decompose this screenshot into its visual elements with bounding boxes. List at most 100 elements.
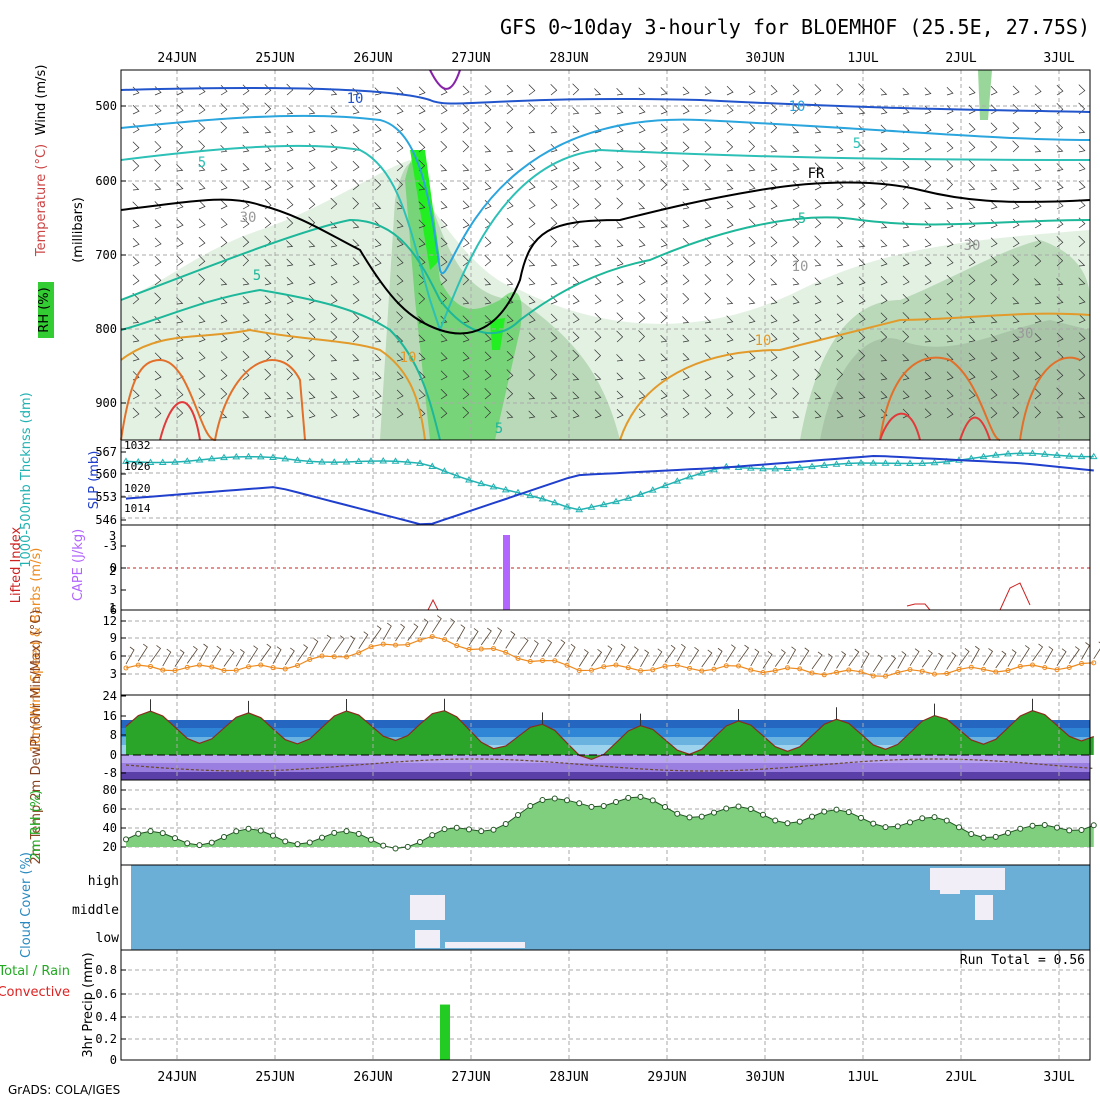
wind-barb xyxy=(858,276,866,286)
wind-barb xyxy=(286,162,294,172)
wind-speed-marker xyxy=(674,662,680,668)
thickness-marker xyxy=(1028,449,1037,456)
wind-barb xyxy=(462,315,470,324)
wind-barb xyxy=(990,237,998,248)
wind-barb xyxy=(638,408,646,419)
wind-barb xyxy=(902,312,910,324)
wind-barb xyxy=(440,122,448,134)
wind-barb xyxy=(792,296,800,305)
wind-barb xyxy=(682,256,690,267)
wind-barb xyxy=(880,276,888,286)
thickness-marker xyxy=(367,457,375,464)
wind-barb xyxy=(154,370,162,381)
wind-barb xyxy=(990,86,998,96)
wind-barb xyxy=(594,106,602,115)
wind-barb xyxy=(484,121,492,134)
wind-barb xyxy=(528,102,536,115)
tick-label: 800 xyxy=(95,322,117,336)
wind-speed-marker xyxy=(491,646,496,652)
wind-barb xyxy=(1012,370,1020,381)
wind-barb xyxy=(242,162,250,172)
wind-barb xyxy=(1078,277,1086,286)
wind-barb xyxy=(506,314,514,324)
wind-barb xyxy=(704,104,712,115)
wind-barb xyxy=(330,179,338,191)
wind-barb xyxy=(286,391,294,400)
wind-barb xyxy=(616,197,624,210)
wind-barb xyxy=(1034,236,1042,248)
wind-barb xyxy=(154,141,162,153)
wind-barb-10m xyxy=(529,640,539,658)
wind-barb xyxy=(616,124,624,134)
wind-barb xyxy=(572,180,580,191)
wind-barb xyxy=(880,179,888,191)
wind-barb xyxy=(682,159,690,172)
wind-barb xyxy=(814,84,822,96)
cloud-ylabel: Cloud Cover (%) xyxy=(19,852,34,958)
thickness-marker xyxy=(563,503,571,510)
wind-barb xyxy=(968,352,976,362)
wind-barb xyxy=(484,236,492,248)
wind-barb xyxy=(198,406,206,419)
wind-barb xyxy=(374,238,382,248)
wind-speed-marker xyxy=(785,665,790,671)
wind-barb xyxy=(704,315,712,324)
wind-barb-10m xyxy=(811,651,823,670)
wind-barb xyxy=(814,350,822,362)
wind-barb xyxy=(1056,296,1064,305)
wind-barb xyxy=(374,105,382,115)
wind-barb xyxy=(682,219,690,229)
wind-barb xyxy=(220,332,228,343)
wind-barb-10m xyxy=(1044,646,1054,664)
wind-barb xyxy=(286,180,294,191)
wind-barb xyxy=(880,106,888,115)
tick-label: 24 xyxy=(103,689,117,703)
tick-label: 500 xyxy=(95,99,117,113)
wind-barb xyxy=(220,387,228,400)
wind-barb xyxy=(880,221,888,229)
cape-tick-label: 1 xyxy=(109,601,116,615)
thickness-marker xyxy=(391,457,400,464)
wind-barb xyxy=(968,334,976,343)
wind-barb xyxy=(396,293,404,305)
wind-barb-10m xyxy=(480,627,492,646)
wind-barb xyxy=(858,391,866,400)
wind-barb xyxy=(484,278,492,286)
wind-barb xyxy=(132,141,140,153)
wind-barb xyxy=(792,84,800,96)
wind-speed-marker xyxy=(233,667,239,673)
contour-label: 5 xyxy=(798,211,806,227)
wind-barb xyxy=(726,315,734,324)
wind-barb xyxy=(880,197,888,210)
wind-barb xyxy=(352,106,360,115)
wind-barb xyxy=(968,389,976,400)
wind-barb xyxy=(748,369,756,381)
wind-speed-marker xyxy=(135,662,141,668)
wind-barb xyxy=(550,258,558,267)
wind-barb xyxy=(1034,145,1042,153)
wind-speed-marker xyxy=(1017,663,1023,669)
wind-barb xyxy=(396,371,404,381)
precip-legend-total: Total / Rain xyxy=(0,964,70,979)
wind-barb xyxy=(132,159,140,172)
wind-speed-marker xyxy=(454,643,460,649)
wind-barb-10m xyxy=(456,624,466,642)
rh-marker xyxy=(564,797,570,804)
wind-barb xyxy=(242,387,249,400)
wind-barb xyxy=(858,373,866,381)
wind-barb xyxy=(176,352,184,362)
wind-barb-10m xyxy=(431,615,442,633)
wind-barb xyxy=(616,179,624,191)
wind-barb xyxy=(1078,350,1086,362)
wind-barb xyxy=(352,390,360,400)
wind-barb xyxy=(176,140,184,153)
wind-barb xyxy=(418,183,426,191)
wind-barb xyxy=(968,316,976,324)
thickness-marker xyxy=(158,458,167,466)
wind-barb xyxy=(1034,387,1042,400)
wind-barb-10m xyxy=(603,645,613,663)
temp-line xyxy=(125,710,1095,761)
wind-barb xyxy=(308,106,316,115)
wind-barb xyxy=(484,314,492,324)
